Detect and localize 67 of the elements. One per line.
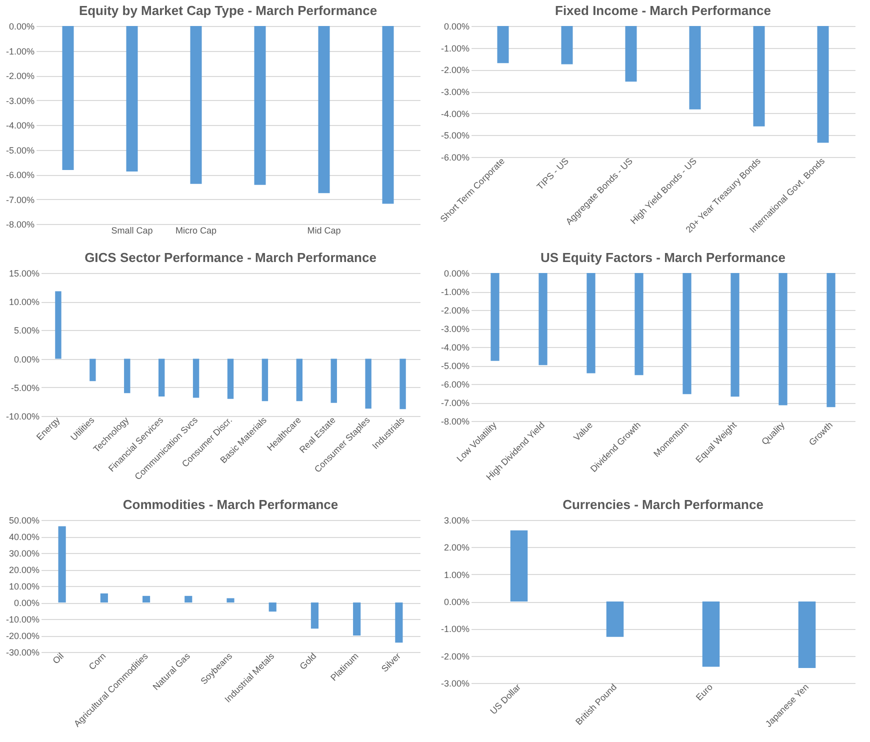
bar (100, 593, 108, 602)
y-tick-label: 0.00% (444, 597, 470, 607)
y-tick-label: 1.00% (444, 570, 470, 580)
y-tick-label: 30.00% (8, 548, 40, 558)
y-tick-label: -8.00% (440, 416, 470, 426)
y-tick-label: -30.00% (6, 648, 40, 658)
y-tick-label: -3.00% (6, 96, 34, 106)
y-tick-label: 0.00% (444, 268, 470, 278)
y-tick-label: 0.00% (444, 22, 470, 32)
y-tick-label: -1.00% (6, 46, 34, 56)
y-tick-label: -2.00% (440, 651, 470, 662)
chart-title: GICS Sector Performance - March Performance (84, 250, 376, 265)
y-tick-label: 0.00% (14, 354, 40, 364)
y-tick-label: 10.00% (8, 297, 40, 308)
x-tick-label: Oil (50, 650, 66, 666)
y-tick-label: -1.00% (440, 624, 470, 634)
y-tick-label: -3.00% (440, 678, 470, 688)
y-tick-label: -2.00% (440, 65, 470, 76)
chart-title: Fixed Income - March Performance (554, 3, 772, 18)
bar (353, 602, 361, 636)
y-tick-label: -6.00% (440, 152, 470, 162)
y-tick-label: -4.00% (6, 120, 34, 130)
bar (310, 602, 319, 629)
x-tick-label: Small Cap (111, 226, 153, 236)
bar (268, 602, 276, 612)
y-tick-label: -7.00% (6, 194, 34, 205)
y-tick-label: 40.00% (8, 532, 40, 542)
y-tick-label: -5.00% (440, 361, 470, 371)
y-tick-label: 10.00% (8, 582, 40, 592)
y-tick-label: 3.00% (444, 516, 470, 526)
x-tick-label: Micro Cap (175, 226, 217, 236)
y-tick-label: -6.00% (440, 380, 470, 390)
y-tick-label: -2.00% (6, 71, 34, 81)
y-tick-label: 50.00% (8, 516, 40, 526)
bar (395, 602, 403, 643)
y-tick-label: 2.00% (444, 542, 470, 553)
y-tick-label: -5.00% (6, 145, 34, 156)
y-tick-label: -1.00% (440, 287, 470, 297)
y-tick-label: -5.00% (10, 382, 40, 393)
y-tick-label: -4.00% (440, 342, 470, 352)
x-tick-label: Mid Cap (307, 226, 341, 236)
y-tick-label: -7.00% (440, 398, 470, 408)
y-tick-label: 15.00% (8, 268, 40, 278)
chart-title: Commodities - March Performance (122, 497, 338, 512)
y-tick-label: -3.00% (440, 87, 470, 97)
y-tick-label: -20.00% (6, 631, 40, 641)
bar (142, 596, 150, 602)
y-tick-label: -4.00% (440, 108, 470, 119)
y-tick-label: -8.00% (6, 220, 34, 230)
y-tick-label: 0.00% (8, 22, 34, 32)
y-tick-label: 0.00% (14, 598, 40, 608)
chart-title: US Equity Factors - March Performance (540, 250, 786, 265)
x-tick-label: Corn (86, 650, 108, 672)
y-tick-label: -3.00% (440, 324, 470, 334)
y-tick-label: 20.00% (8, 565, 40, 575)
y-tick-label: -6.00% (6, 170, 34, 180)
y-tick-label: -5.00% (440, 130, 470, 141)
y-tick-label: -2.00% (440, 306, 470, 316)
y-tick-label: 5.00% (14, 326, 40, 336)
chart-title: Currencies - March Performance (562, 497, 764, 512)
bar (184, 596, 192, 602)
y-tick-label: -10.00% (6, 614, 40, 624)
chart-title: Equity by Market Cap Type - March Performance (78, 3, 378, 18)
bar (58, 526, 66, 602)
y-tick-label: -10.00% (6, 412, 40, 422)
bar (226, 598, 234, 602)
y-tick-label: -1.00% (440, 43, 470, 54)
